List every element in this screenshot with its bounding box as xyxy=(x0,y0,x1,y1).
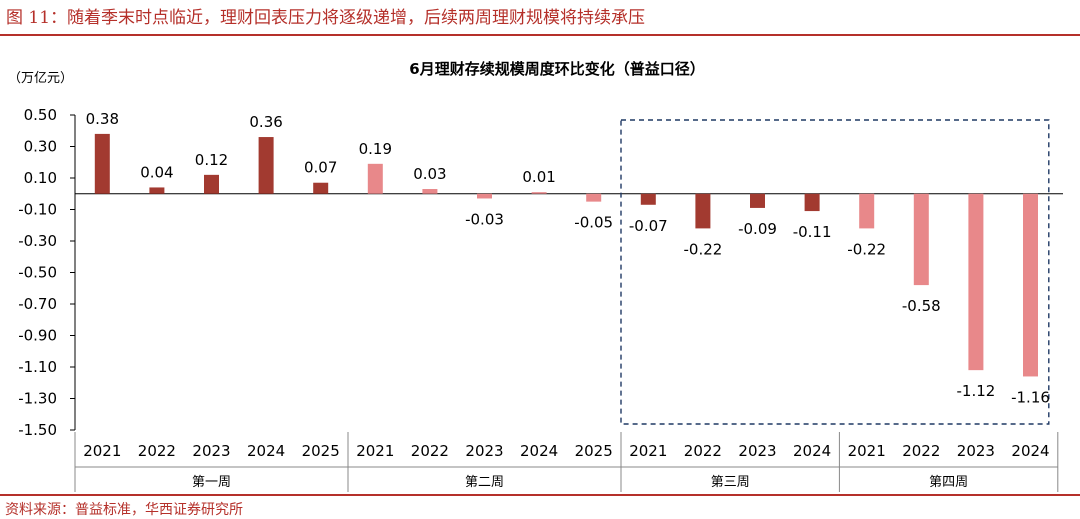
bar xyxy=(640,193,656,205)
y-tick-label: -0.90 xyxy=(18,327,57,345)
bar xyxy=(477,193,492,199)
y-tick-label: -1.30 xyxy=(18,390,57,408)
data-label: -1.12 xyxy=(956,382,995,400)
bar xyxy=(750,193,765,208)
data-label: -0.05 xyxy=(574,214,613,232)
x-tick-label: 2025 xyxy=(302,442,340,460)
y-tick-label: -0.10 xyxy=(18,201,57,219)
bar xyxy=(531,192,547,194)
data-label: 0.04 xyxy=(140,163,173,181)
figure-title: 图 11：随着季末时点临近，理财回表压力将逐级递增，后续两周理财规模将持续承压 xyxy=(6,8,646,28)
highlight-box xyxy=(620,119,1050,425)
y-tick-label: 0.50 xyxy=(24,106,57,124)
data-label: 0.01 xyxy=(522,168,555,186)
y-tick-label: -0.70 xyxy=(18,295,57,313)
data-label: 0.36 xyxy=(249,113,282,131)
bar xyxy=(695,193,711,229)
y-tick-label: 0.30 xyxy=(24,138,57,156)
bar xyxy=(149,187,165,194)
data-label: -0.58 xyxy=(902,297,941,315)
bar xyxy=(313,182,329,194)
bar xyxy=(586,193,602,202)
bar xyxy=(1023,193,1038,377)
group-label: 第三周 xyxy=(711,475,750,490)
data-label: 0.38 xyxy=(86,110,119,128)
x-tick-label: 2022 xyxy=(411,442,449,460)
bar xyxy=(258,137,274,194)
data-labels: 0.38 0.04 0.12 0.36 0.07 0.19 0.03 -0.03 0.01 -0.… xyxy=(86,110,1050,407)
y-tick-label: 0.10 xyxy=(24,169,57,187)
data-label: 0.03 xyxy=(413,165,446,183)
bar-chart: 6月理财存续规模周度环比变化（普益口径） （万亿元） 0.50 0.30 0.10 -… xyxy=(8,60,1063,492)
bar xyxy=(968,193,984,371)
x-tick-label: 2023 xyxy=(192,442,230,460)
x-tick-label: 2021 xyxy=(356,442,394,460)
x-tick-label: 2023 xyxy=(738,442,776,460)
x-tick-label: 2022 xyxy=(902,442,940,460)
bar xyxy=(367,163,383,194)
data-label: -0.09 xyxy=(738,220,777,238)
data-label: 0.07 xyxy=(304,159,337,177)
x-tick-label: 2024 xyxy=(520,442,558,460)
x-tick-label: 2025 xyxy=(575,442,613,460)
x-tick-label: 2024 xyxy=(247,442,285,460)
group-label: 第一周 xyxy=(192,475,231,490)
data-label: -0.07 xyxy=(629,217,668,235)
bar xyxy=(859,193,875,229)
title-divider xyxy=(0,34,1080,36)
y-tick-label: -0.30 xyxy=(18,232,57,250)
x-tick-label: 2021 xyxy=(83,442,121,460)
chart-title: 6月理财存续规模周度环比变化（普益口径） xyxy=(409,60,704,78)
x-tick-label: 2023 xyxy=(957,442,995,460)
bar xyxy=(913,193,929,286)
axes: 0.50 0.30 0.10 -0.10 -0.30 -0.50 -0.70 -0.90 -1.… xyxy=(18,106,1063,492)
footer-divider xyxy=(0,494,1080,496)
x-tick-label: 2022 xyxy=(684,442,722,460)
data-label: 0.19 xyxy=(359,140,392,158)
bars xyxy=(94,133,1038,377)
bar xyxy=(94,133,110,194)
data-label: 0.12 xyxy=(195,151,228,169)
y-tick-label: -0.50 xyxy=(18,264,57,282)
data-label: -0.03 xyxy=(465,210,504,228)
source-note: 资料来源：普益标准，华西证券研究所 xyxy=(5,502,243,518)
y-tick-label: -1.10 xyxy=(18,358,57,376)
bar xyxy=(422,189,438,194)
y-tick-label: -1.50 xyxy=(18,421,57,439)
x-tick-label: 2023 xyxy=(465,442,503,460)
group-label: 第二周 xyxy=(465,475,504,490)
x-tick-label: 2024 xyxy=(1011,442,1049,460)
bar xyxy=(804,193,820,212)
x-tick-label: 2022 xyxy=(138,442,176,460)
data-label: -0.22 xyxy=(847,240,886,258)
x-tick-label: 2021 xyxy=(848,442,886,460)
data-label: -1.16 xyxy=(1011,388,1050,406)
data-label: -0.11 xyxy=(793,223,832,241)
group-label: 第四周 xyxy=(929,475,968,490)
bar xyxy=(204,174,219,194)
x-tick-label: 2024 xyxy=(793,442,831,460)
unit-label: （万亿元） xyxy=(8,71,73,86)
data-label: -0.22 xyxy=(683,240,722,258)
x-tick-label: 2021 xyxy=(629,442,667,460)
